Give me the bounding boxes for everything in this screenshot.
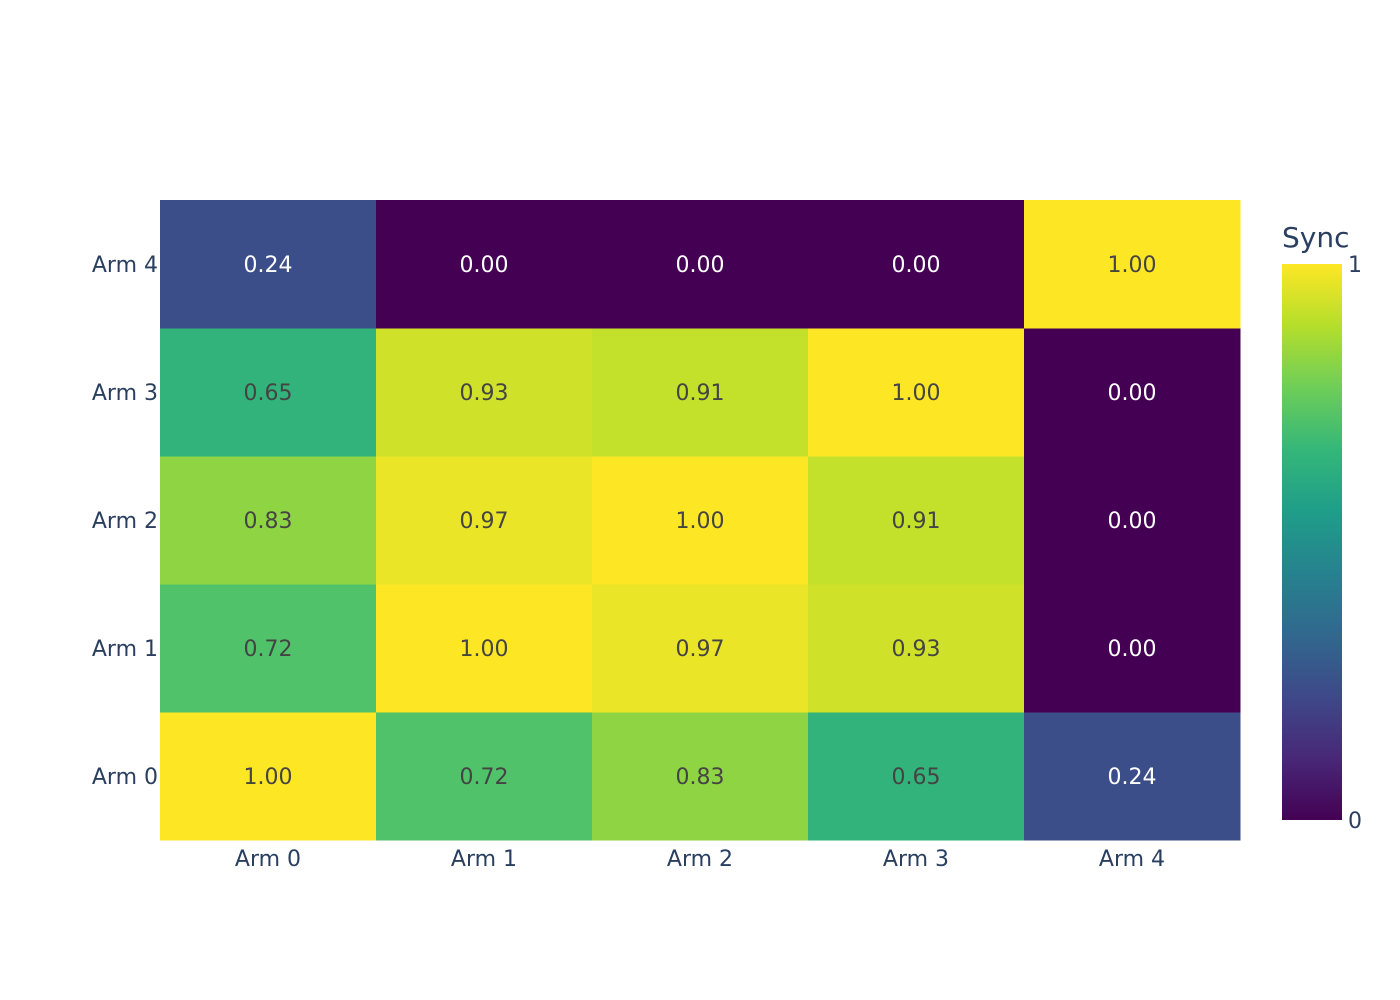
- heatmap-cell-value: 1.00: [892, 381, 941, 406]
- heatmap-cell-value: 0.24: [1108, 765, 1157, 790]
- colorbar-gradient: [1282, 264, 1342, 820]
- heatmap-cell: [376, 456, 593, 585]
- heatmap-cell: [808, 456, 1025, 585]
- heatmap-cell: [592, 712, 809, 841]
- colorbar-tick-min: 0: [1348, 809, 1362, 834]
- heatmap-cell: [808, 200, 1025, 329]
- heatmap-cell-value: 1.00: [1108, 253, 1157, 278]
- heatmap-cell-value: 0.00: [892, 253, 941, 278]
- heatmap-cell-value: 1.00: [460, 637, 509, 662]
- heatmap-cell-value: 0.00: [1108, 509, 1157, 534]
- x-axis-ticks: Arm 0 Arm 1 Arm 2 Arm 3 Arm 4: [235, 847, 1165, 872]
- x-tick-label: Arm 4: [1099, 847, 1165, 872]
- heatmap-cell: [1024, 456, 1241, 585]
- heatmap-cell: [1024, 200, 1241, 329]
- colorbar-tick-max: 1: [1348, 253, 1362, 278]
- y-tick-label: Arm 0: [92, 765, 158, 790]
- heatmap-cell: [376, 328, 593, 457]
- y-tick-label: Arm 3: [92, 381, 158, 406]
- heatmap-cell: [1024, 712, 1241, 841]
- heatmap-cell-value: 1.00: [676, 509, 725, 534]
- heatmap-cell-value: 0.00: [1108, 637, 1157, 662]
- heatmap-cell-value: 0.83: [244, 509, 293, 534]
- heatmap-cell-value: 0.00: [460, 253, 509, 278]
- heatmap-cell: [376, 712, 593, 841]
- heatmap-cell: [592, 584, 809, 713]
- y-tick-label: Arm 1: [92, 637, 158, 662]
- heatmap-cell-value: 0.91: [676, 381, 725, 406]
- heatmap-cell: [808, 712, 1025, 841]
- colorbar: Sync 1 0: [1282, 221, 1362, 834]
- heatmap-cell: [376, 584, 593, 713]
- heatmap-cell-value: 0.91: [892, 509, 941, 534]
- heatmap-cell: [160, 712, 377, 841]
- heatmap-cell: [160, 328, 377, 457]
- heatmap-cell: [808, 328, 1025, 457]
- x-tick-label: Arm 0: [235, 847, 301, 872]
- x-tick-label: Arm 1: [451, 847, 517, 872]
- heatmap-cell: [160, 584, 377, 713]
- heatmap-cell-value: 0.00: [1108, 381, 1157, 406]
- heatmap-cell-value: 1.00: [244, 765, 293, 790]
- heatmap-cell-value: 0.72: [244, 637, 293, 662]
- heatmap-cell: [376, 200, 593, 329]
- heatmap-cell-value: 0.24: [244, 253, 293, 278]
- heatmap-cell-value: 0.65: [892, 765, 941, 790]
- heatmap-cell: [1024, 328, 1241, 457]
- y-tick-label: Arm 2: [92, 509, 158, 534]
- y-tick-label: Arm 4: [92, 253, 158, 278]
- heatmap-cell: [592, 456, 809, 585]
- heatmap-cell: [160, 200, 377, 329]
- heatmap-cell: [808, 584, 1025, 713]
- heatmap-cell-value: 0.97: [460, 509, 509, 534]
- heatmap-cell: [160, 456, 377, 585]
- colorbar-title: Sync: [1282, 221, 1349, 254]
- heatmap-cell-labels: 1.00 0.72 0.83 0.65 0.24 0.72 1.00 0.97 0.93 0.00…: [244, 253, 1157, 790]
- heatmap-cell: [592, 200, 809, 329]
- heatmap-cell-value: 0.93: [460, 381, 509, 406]
- heatmap-cells: [160, 200, 1241, 841]
- heatmap-cell: [1024, 584, 1241, 713]
- x-tick-label: Arm 3: [883, 847, 949, 872]
- heatmap-cell-value: 0.83: [676, 765, 725, 790]
- y-axis-ticks: Arm 0 Arm 1 Arm 2 Arm 3 Arm 4: [92, 253, 158, 790]
- heatmap-cell-value: 0.00: [676, 253, 725, 278]
- heatmap-cell-value: 0.65: [244, 381, 293, 406]
- heatmap-cell-value: 0.72: [460, 765, 509, 790]
- heatmap-cell: [592, 328, 809, 457]
- heatmap-cell-value: 0.93: [892, 637, 941, 662]
- x-tick-label: Arm 2: [667, 847, 733, 872]
- heatmap-cell-value: 0.97: [676, 637, 725, 662]
